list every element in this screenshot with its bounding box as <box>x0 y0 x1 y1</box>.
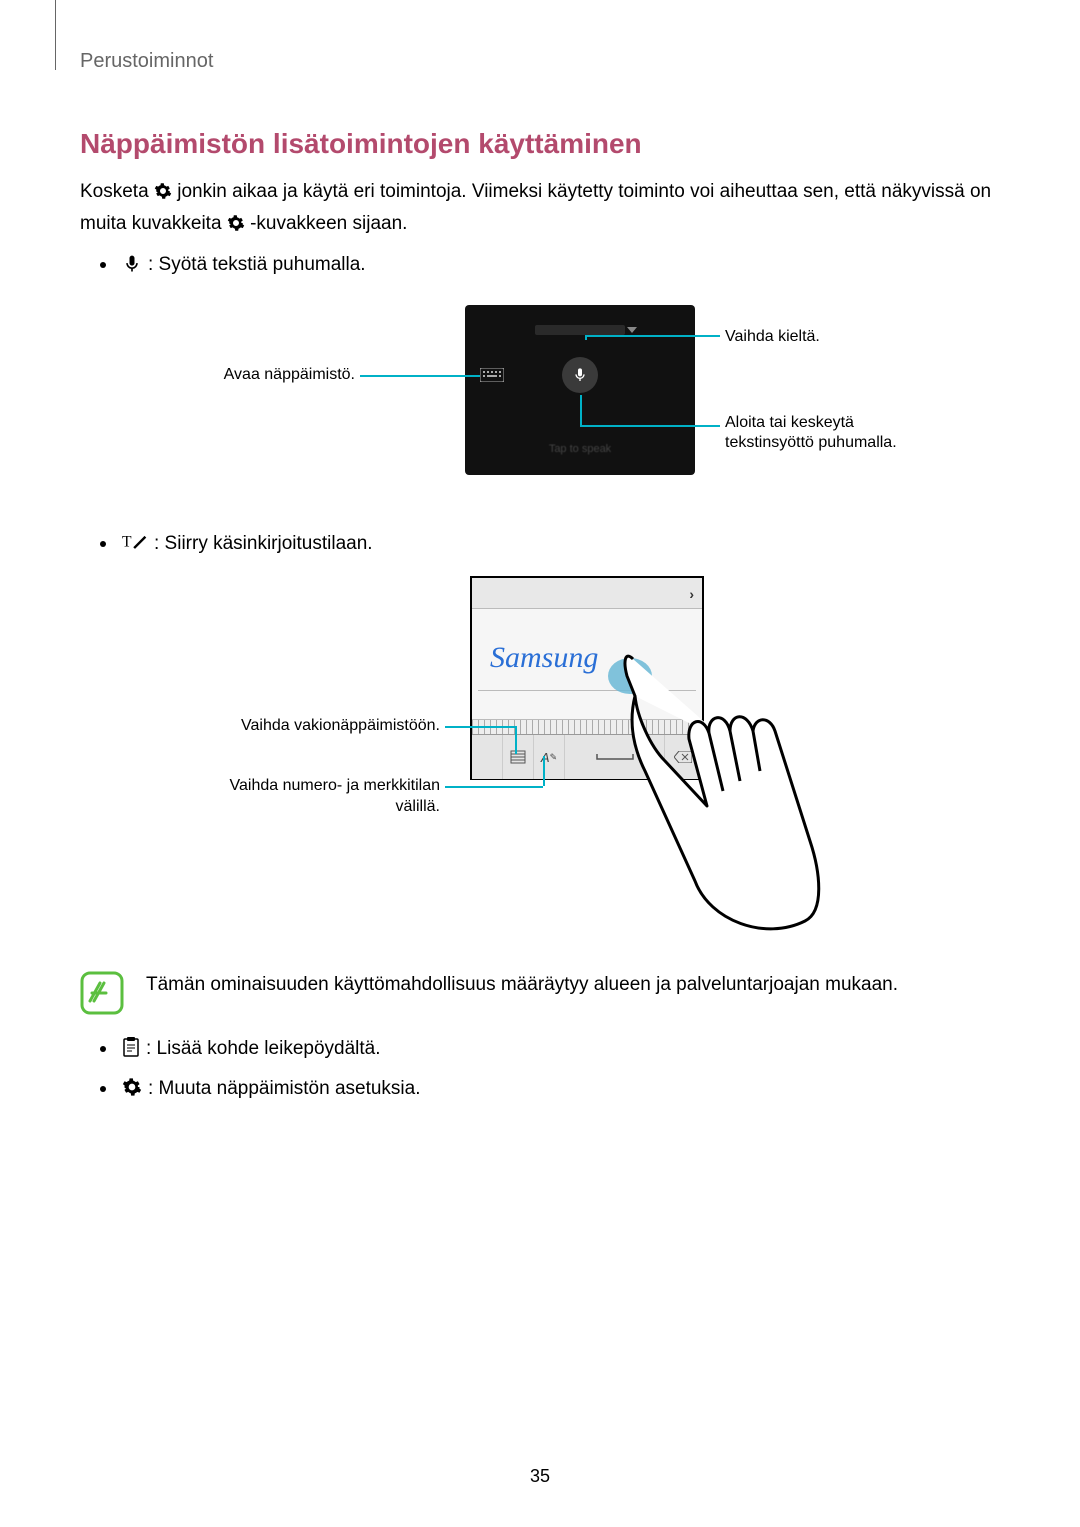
callout-start-stop-voice: Aloita tai keskeytä tekstinsyöttö puhuma… <box>725 413 905 455</box>
intro-part3: -kuvakkeen sijaan. <box>250 213 407 234</box>
gear-icon <box>122 1077 142 1107</box>
callout-line <box>585 335 720 337</box>
svg-text:T: T <box>122 533 132 550</box>
hw-suggestion-bar: › <box>472 578 702 609</box>
voice-tap-label: Tap to speak <box>549 443 611 455</box>
callout-line <box>445 726 515 728</box>
voice-mic-button <box>562 357 598 393</box>
chevron-right-icon: › <box>689 586 694 602</box>
callout-line <box>580 425 720 427</box>
voice-language-bar <box>535 325 625 335</box>
chevron-down-icon <box>627 327 637 333</box>
figure-voice-input: Tap to speak Avaa näppäimistö. Vaihda ki… <box>215 305 865 505</box>
bullet-voice-text: : Syötä tekstiä puhumalla. <box>148 251 1000 280</box>
bullet-dot <box>100 1086 106 1092</box>
bullet-settings-text: : Muuta näppäimistön asetuksia. <box>148 1075 1000 1104</box>
note-block: Tämän ominaisuuden käyttömahdollisuus mä… <box>80 971 1000 1015</box>
keyboard-icon <box>477 365 507 385</box>
note-text: Tämän ominaisuuden käyttömahdollisuus mä… <box>146 971 898 1000</box>
gear-icon <box>154 181 172 210</box>
intro-part2: jonkin aikaa ja käytä eri toimintoja. Vi… <box>80 181 991 234</box>
symbol-mode-icon: A✎ <box>534 735 565 779</box>
callout-line <box>360 375 480 377</box>
callout-open-keyboard: Avaa näppäimistö. <box>215 365 355 386</box>
intro-part1: Kosketa <box>80 181 154 202</box>
bullet-dot <box>100 1046 106 1052</box>
bullet-settings: : Muuta näppäimistön asetuksia. <box>100 1075 1000 1107</box>
callout-standard-keyboard: Vaihda vakionäppäimistöön. <box>215 716 440 737</box>
callout-line <box>580 395 582 425</box>
bullet-handwriting-text: : Siirry käsinkirjoitustilaan. <box>154 530 1000 559</box>
bullet-dot <box>100 262 106 268</box>
intro-paragraph: Kosketa jonkin aikaa ja käytä eri toimin… <box>80 178 1000 241</box>
hw-tool-empty <box>472 735 503 779</box>
bullet-handwriting: T : Siirry käsinkirjoitustilaan. <box>100 530 1000 562</box>
bullet-clipboard-text: : Lisää kohde leikepöydältä. <box>146 1035 1000 1064</box>
clipboard-icon <box>122 1037 140 1067</box>
manual-page: Perustoiminnot Näppäimistön lisätoiminto… <box>0 0 1080 1527</box>
hand-illustration <box>575 621 835 951</box>
callout-line <box>543 756 545 786</box>
top-rule <box>55 0 56 70</box>
page-header: Perustoiminnot <box>80 50 1000 73</box>
bullet-voice: : Syötä tekstiä puhumalla. <box>100 251 1000 285</box>
callout-line <box>515 726 517 754</box>
page-number: 35 <box>0 1466 1080 1487</box>
microphone-icon <box>122 253 142 285</box>
bullet-clipboard: : Lisää kohde leikepöydältä. <box>100 1035 1000 1067</box>
note-icon <box>80 971 124 1015</box>
keyboard-mode-icon <box>503 735 534 779</box>
callout-number-symbol: Vaihda numero- ja merkkitilan välillä. <box>215 776 440 818</box>
callout-line <box>445 786 543 788</box>
handwriting-icon: T <box>122 532 148 562</box>
callout-change-language: Vaihda kieltä. <box>725 327 865 348</box>
section-title: Näppäimistön lisätoimintojen käyttäminen <box>80 128 1000 160</box>
gear-icon <box>227 213 245 242</box>
voice-panel: Tap to speak <box>465 305 695 475</box>
bullet-dot <box>100 541 106 547</box>
figure-handwriting: › Samsung A✎ <box>215 576 865 946</box>
